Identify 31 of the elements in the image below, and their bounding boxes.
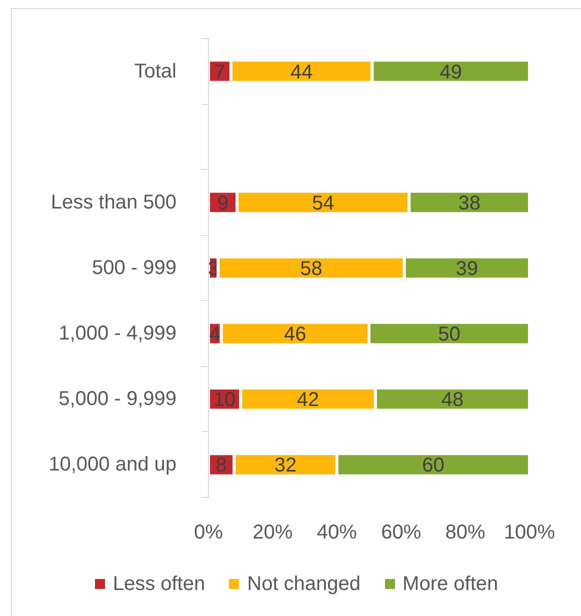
data-label: 9 <box>217 192 228 214</box>
x-tick-label: 20% <box>252 522 293 544</box>
data-label: 60 <box>422 454 444 477</box>
y-tick-label: Total <box>134 60 177 82</box>
legend-label: Not changed <box>247 572 361 596</box>
y-tick-label: 5,000 - 9,999 <box>58 388 177 410</box>
data-label: 49 <box>440 61 462 84</box>
y-tick-label: 10,000 and up <box>48 454 177 476</box>
data-label: 32 <box>274 454 297 477</box>
data-label: 46 <box>284 324 306 346</box>
data-label: 54 <box>312 192 334 214</box>
data-label: 44 <box>290 61 313 84</box>
x-tick-label: 40% <box>316 522 358 544</box>
y-tick-label: 500 - 999 <box>92 257 177 279</box>
data-label: 50 <box>438 324 460 346</box>
data-label: 58 <box>300 258 322 280</box>
data-label: 42 <box>296 389 320 412</box>
x-tick-label: 0% <box>194 522 224 544</box>
x-tick-label: 60% <box>381 522 422 544</box>
data-label: 10 <box>213 389 236 412</box>
y-tick-label: Less than 500 <box>50 191 176 214</box>
data-label: 8 <box>216 454 227 477</box>
data-label: 7 <box>214 61 226 84</box>
x-tick-label: 100% <box>504 522 556 544</box>
legend-label: Less often <box>112 572 206 596</box>
x-tick-label: 80% <box>445 522 486 544</box>
y-tick-label: 1,000 - 4,999 <box>58 322 177 345</box>
legend-label: More often <box>402 572 498 596</box>
data-label: 48 <box>441 389 464 412</box>
data-label: 39 <box>456 258 478 280</box>
data-label: 38 <box>458 192 480 214</box>
